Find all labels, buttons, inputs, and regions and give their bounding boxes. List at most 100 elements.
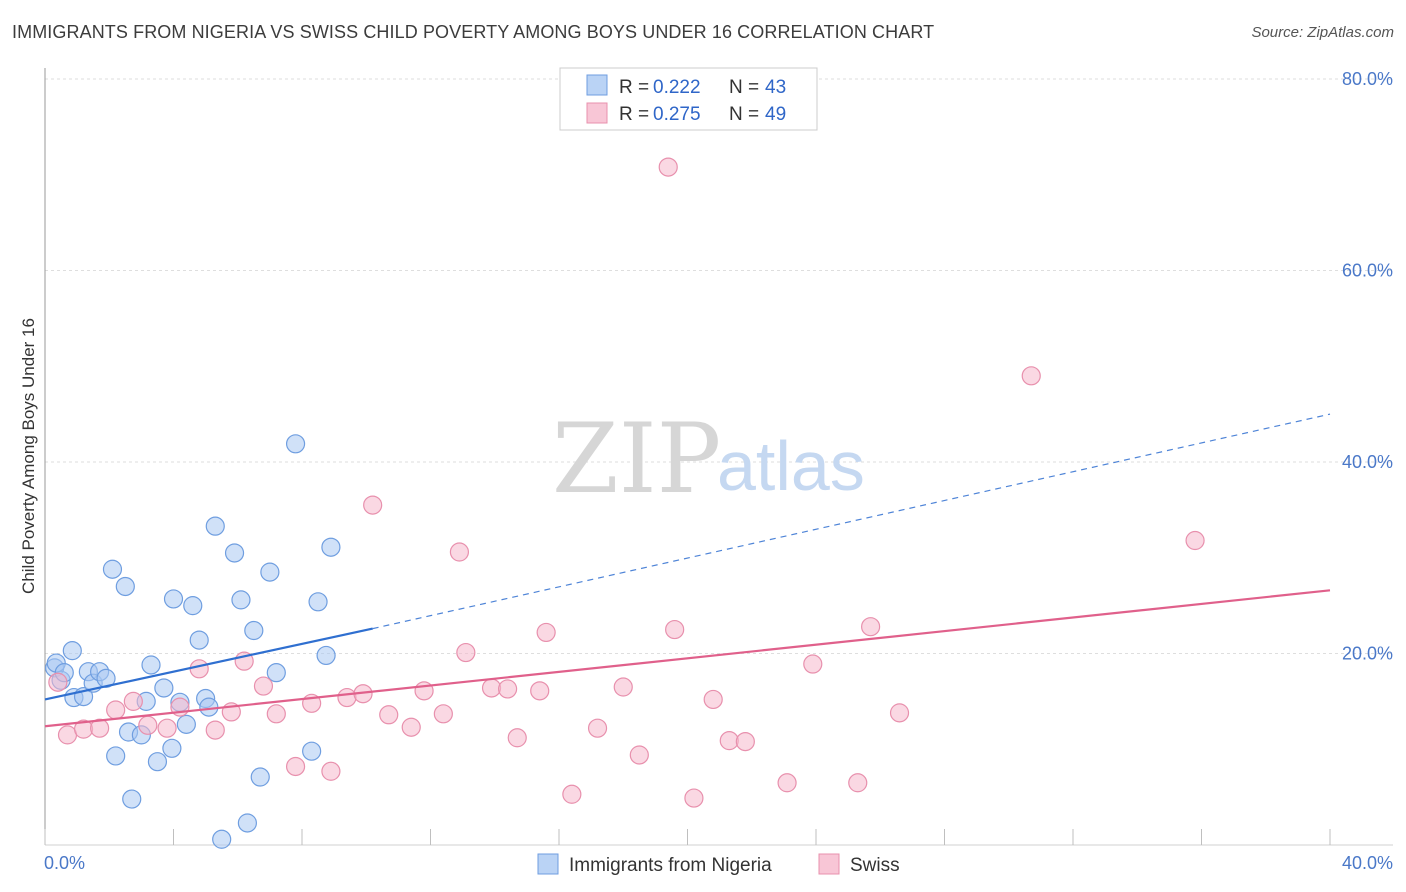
data-point xyxy=(189,630,209,650)
data-point xyxy=(861,617,881,637)
data-point xyxy=(231,590,251,610)
data-point xyxy=(562,784,582,804)
data-point xyxy=(96,668,116,688)
legend-r-label-nigeria: R = xyxy=(619,77,649,98)
data-point xyxy=(199,697,219,717)
data-point xyxy=(205,720,225,740)
data-point xyxy=(157,718,177,738)
legend-swatch-swiss xyxy=(586,102,608,124)
data-point xyxy=(321,537,341,557)
watermark-atlas: atlas xyxy=(717,427,865,505)
data-point xyxy=(250,767,270,787)
data-point xyxy=(658,157,678,177)
data-point xyxy=(613,677,633,697)
trendline-nigeria xyxy=(44,627,373,701)
stats-legend: R = 0.222 N = 43 R = 0.275 N = 49 xyxy=(559,67,818,131)
data-point xyxy=(777,773,797,793)
data-point xyxy=(719,731,739,751)
series-points xyxy=(45,157,1205,849)
y-tick-label: 60.0% xyxy=(1342,261,1393,281)
data-point xyxy=(735,731,755,752)
data-point xyxy=(253,676,274,696)
data-point xyxy=(147,752,168,772)
data-point xyxy=(379,705,399,725)
data-point xyxy=(321,761,341,781)
data-point xyxy=(154,678,174,698)
data-point xyxy=(536,622,556,643)
data-point xyxy=(889,703,910,723)
legend-n-label-nigeria: N = xyxy=(729,77,759,98)
data-point xyxy=(449,542,470,562)
data-point xyxy=(684,788,704,808)
data-point xyxy=(285,434,306,454)
data-point xyxy=(162,738,182,758)
data-point xyxy=(302,741,322,761)
grid xyxy=(45,78,1393,654)
bottom-legend-label-swiss: Swiss xyxy=(850,855,900,876)
y-tick-labels: 20.0% 40.0% 60.0% 80.0% xyxy=(1342,69,1393,664)
trendlines xyxy=(44,413,1331,728)
data-point xyxy=(141,655,161,675)
data-point xyxy=(212,829,232,849)
y-tick-label: 40.0% xyxy=(1342,452,1393,472)
data-point xyxy=(176,714,196,734)
legend-n-value-swiss: 49 xyxy=(765,104,786,125)
data-point xyxy=(337,687,357,708)
data-point xyxy=(62,641,82,661)
data-point xyxy=(138,715,158,735)
data-point xyxy=(433,704,453,724)
trendline-extension-nigeria xyxy=(372,413,1331,630)
data-point xyxy=(115,576,135,597)
data-point xyxy=(106,700,126,720)
data-point xyxy=(90,718,110,738)
data-point xyxy=(587,718,608,738)
data-point xyxy=(244,620,264,641)
data-point xyxy=(237,813,257,833)
data-point xyxy=(205,516,225,536)
data-point xyxy=(1021,366,1041,386)
legend-n-label-swiss: N = xyxy=(729,104,759,125)
chart-title: IMMIGRANTS FROM NIGERIA VS SWISS CHILD P… xyxy=(12,22,935,42)
data-point xyxy=(629,745,649,765)
x-tick-label-min: 0.0% xyxy=(44,853,85,873)
data-point xyxy=(106,746,126,766)
trendline-swiss xyxy=(44,589,1331,728)
data-point xyxy=(530,681,550,701)
data-point xyxy=(122,789,142,809)
legend-n-value-nigeria: 43 xyxy=(765,77,786,98)
data-point xyxy=(123,691,143,711)
data-point xyxy=(703,689,723,710)
y-axis-label: Child Poverty Among Boys Under 16 xyxy=(19,318,38,594)
series-legend: Immigrants from Nigeria Swiss xyxy=(537,853,900,876)
data-point xyxy=(507,728,527,748)
data-point xyxy=(102,559,123,579)
legend-swatch-nigeria xyxy=(586,74,608,96)
data-point xyxy=(456,642,476,663)
y-tick-label: 20.0% xyxy=(1342,644,1393,664)
data-point xyxy=(266,704,286,724)
y-tick-label: 80.0% xyxy=(1342,69,1393,89)
data-point xyxy=(163,589,184,609)
data-point xyxy=(189,659,209,679)
x-tick-label-max: 40.0% xyxy=(1342,853,1393,873)
data-point xyxy=(266,663,286,683)
bottom-legend-label-nigeria: Immigrants from Nigeria xyxy=(569,855,772,876)
bottom-legend-swatch-nigeria xyxy=(537,853,559,875)
data-point xyxy=(481,678,502,698)
data-point xyxy=(316,645,336,666)
legend-r-value-nigeria: 0.222 xyxy=(653,77,701,98)
legend-r-value-swiss: 0.275 xyxy=(653,104,701,125)
data-point xyxy=(1185,530,1205,551)
data-point xyxy=(260,562,280,582)
data-point xyxy=(498,679,518,699)
data-point xyxy=(803,654,823,674)
series-swiss-points xyxy=(48,157,1205,808)
data-point xyxy=(224,543,245,563)
watermark-zip: ZIP xyxy=(552,403,721,515)
data-point xyxy=(183,596,203,616)
source-label: Source: ZipAtlas.com xyxy=(1251,24,1394,41)
data-point xyxy=(48,672,68,692)
data-point xyxy=(848,773,868,793)
data-point xyxy=(57,725,78,745)
